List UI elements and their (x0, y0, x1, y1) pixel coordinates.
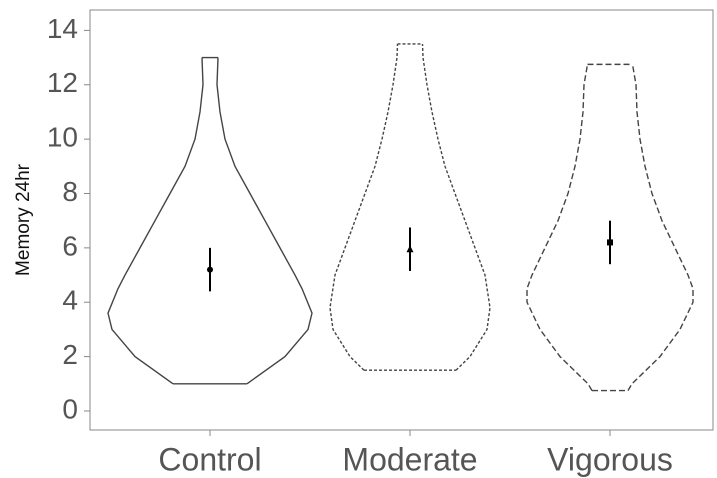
y-axis-label: Memory 24hr (13, 163, 34, 276)
y-tick-label: 0 (62, 393, 78, 424)
mean-marker (207, 266, 213, 273)
violin-half (526, 64, 593, 391)
y-tick-label: 6 (62, 230, 78, 261)
x-tick-label: Moderate (342, 441, 477, 477)
violin-half (107, 57, 204, 385)
y-tick-label: 10 (47, 122, 78, 153)
x-tick-label: Vigorous (547, 441, 673, 477)
violin-half (421, 43, 491, 371)
x-tick-label: Control (158, 441, 261, 477)
mean-marker (406, 245, 414, 253)
y-tick-label: 12 (47, 67, 78, 98)
violin-half (216, 57, 313, 385)
plot-frame (89, 9, 714, 431)
y-tick-label: 14 (47, 13, 78, 44)
mean-marker (607, 239, 613, 246)
y-tick-label: 2 (62, 339, 78, 370)
violin-half (627, 64, 694, 391)
y-tick-label: 8 (62, 176, 78, 207)
violin-half (329, 43, 399, 371)
y-tick-label: 4 (62, 285, 78, 316)
